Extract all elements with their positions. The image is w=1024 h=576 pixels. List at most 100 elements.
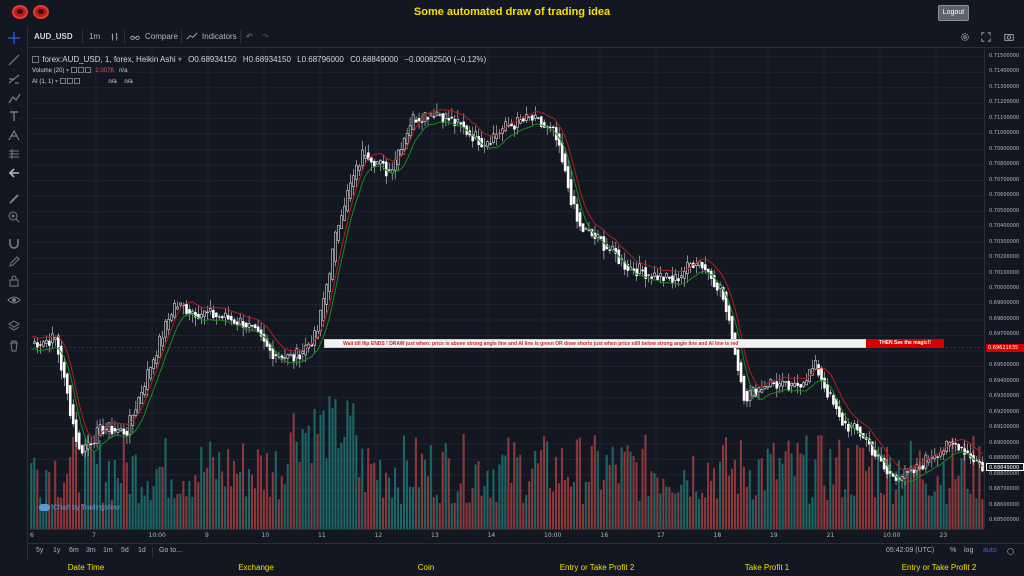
candle-body bbox=[194, 311, 197, 318]
zoom-icon[interactable] bbox=[6, 210, 22, 226]
range-3m[interactable]: 3m bbox=[86, 547, 96, 554]
drawing-toolbar bbox=[0, 26, 28, 560]
close-icon[interactable] bbox=[84, 67, 91, 74]
log-toggle[interactable]: log bbox=[964, 547, 974, 554]
time-axis[interactable]: 6 7 10:00 9 10 11 12 13 14 10:00 16 17 18 19 21 10:00 23 bbox=[30, 529, 984, 543]
range-1m[interactable]: 1m bbox=[103, 547, 113, 554]
logout-button[interactable]: Logout bbox=[938, 5, 969, 21]
volume-bar bbox=[862, 447, 865, 529]
volume-bar bbox=[325, 458, 328, 529]
camera-icon[interactable] bbox=[1004, 26, 1014, 48]
redo-icon[interactable]: ↷ bbox=[262, 32, 269, 41]
candle-body bbox=[847, 423, 850, 432]
lock-icon[interactable] bbox=[6, 274, 22, 290]
volume-bar bbox=[692, 455, 695, 529]
brush-icon[interactable] bbox=[6, 91, 22, 107]
volume-bar bbox=[593, 435, 596, 529]
indicators-button[interactable]: Indicators bbox=[202, 32, 237, 41]
candle-body bbox=[644, 267, 647, 279]
chevron-down-icon[interactable]: ▾ bbox=[177, 55, 182, 64]
magnet-icon[interactable] bbox=[6, 236, 22, 252]
candle-body bbox=[274, 354, 278, 356]
clock[interactable]: 05:42:09 (UTC) bbox=[886, 547, 935, 554]
time-tick-label: 23 bbox=[939, 532, 948, 539]
candle-body bbox=[653, 272, 656, 277]
chart-settings-icon[interactable] bbox=[1006, 547, 1015, 558]
candle-body bbox=[647, 274, 650, 276]
eye-icon[interactable] bbox=[70, 67, 77, 74]
range-6m[interactable]: 6m bbox=[69, 547, 79, 554]
trading-idea-annotation[interactable]: Wait till flip ENDS ! DRAW just when: pr… bbox=[324, 339, 914, 348]
volume-bar bbox=[83, 445, 87, 529]
settings-icon[interactable] bbox=[66, 78, 73, 85]
eye-icon[interactable] bbox=[6, 293, 22, 309]
volume-bar bbox=[680, 484, 683, 529]
volume-bar bbox=[781, 463, 784, 529]
text-tool-icon[interactable] bbox=[6, 109, 22, 125]
candle-body bbox=[253, 324, 257, 329]
collapse-icon[interactable] bbox=[32, 56, 39, 64]
candle-body bbox=[346, 190, 349, 212]
settings-icon[interactable] bbox=[77, 67, 84, 74]
candle-body bbox=[429, 113, 433, 117]
close-icon[interactable] bbox=[73, 78, 80, 85]
candle-body bbox=[232, 319, 236, 324]
indicators-icon[interactable] bbox=[186, 26, 198, 48]
candle-body bbox=[206, 311, 209, 314]
candle-body bbox=[966, 450, 969, 453]
volume-bar bbox=[596, 450, 599, 529]
volume-study-label[interactable]: Volume (20) bbox=[32, 68, 65, 74]
trash-icon[interactable] bbox=[6, 339, 22, 355]
footer-tp1: Take Profit 1 bbox=[744, 563, 790, 572]
volume-bar bbox=[459, 483, 462, 529]
fib-tool-icon[interactable] bbox=[6, 72, 22, 88]
chevron-down-icon[interactable]: ▾ bbox=[66, 68, 70, 74]
settings-icon[interactable] bbox=[960, 26, 970, 48]
price-chart[interactable] bbox=[30, 49, 984, 529]
chart-style-icon[interactable] bbox=[110, 26, 120, 48]
volume-bar bbox=[471, 488, 474, 529]
range-5d[interactable]: 5d bbox=[121, 547, 129, 554]
volume-bar bbox=[805, 435, 808, 529]
volume-bar bbox=[519, 454, 522, 529]
range-5y[interactable]: 5y bbox=[36, 547, 44, 554]
back-arrow-icon[interactable] bbox=[6, 166, 22, 182]
volume-bar bbox=[665, 486, 668, 529]
trend-line-icon[interactable] bbox=[6, 53, 22, 69]
range-1y[interactable]: 1y bbox=[53, 547, 61, 554]
eye-icon[interactable] bbox=[59, 78, 66, 85]
layers-icon[interactable] bbox=[6, 319, 22, 335]
volume-bar bbox=[429, 445, 432, 529]
compare-icon[interactable] bbox=[129, 26, 141, 48]
price-tick-label: 0.71000000 bbox=[989, 130, 1020, 137]
volume-bar bbox=[265, 453, 268, 529]
candle-body bbox=[188, 309, 191, 314]
chevron-down-icon[interactable]: ▾ bbox=[55, 79, 59, 85]
pattern-tool-icon[interactable] bbox=[6, 128, 22, 144]
symbol-search[interactable]: AUD_USD bbox=[34, 32, 73, 41]
auto-toggle[interactable]: auto bbox=[983, 547, 997, 554]
crosshair-icon[interactable] bbox=[6, 31, 22, 47]
volume-bar bbox=[334, 398, 337, 529]
price-tick-label: 0.69200000 bbox=[989, 408, 1020, 415]
toolbar-divider bbox=[124, 30, 125, 44]
pencil-icon[interactable] bbox=[6, 255, 22, 271]
interval-button[interactable]: 1m bbox=[89, 32, 101, 41]
price-axis[interactable]: 0.71500000 0.71400000 0.71300000 0.71200000… bbox=[984, 49, 1024, 529]
chart-plot-area[interactable] bbox=[30, 49, 984, 529]
goto-button[interactable]: Go to... bbox=[159, 547, 182, 554]
volume-bar bbox=[113, 459, 116, 529]
forecast-tool-icon[interactable] bbox=[6, 147, 22, 163]
compare-button[interactable]: Compare bbox=[145, 32, 178, 41]
fullscreen-icon[interactable] bbox=[981, 26, 991, 48]
ruler-icon[interactable] bbox=[6, 192, 22, 208]
ai-study-label[interactable]: AI (1, 1) bbox=[32, 79, 54, 85]
candle-body bbox=[513, 125, 516, 130]
tradingview-watermark[interactable]: Chart by TradingView bbox=[39, 504, 120, 511]
percent-toggle[interactable]: % bbox=[950, 547, 957, 554]
volume-bar bbox=[939, 485, 942, 529]
candle-body bbox=[376, 161, 379, 165]
range-1d[interactable]: 1d bbox=[138, 547, 146, 554]
legend-symbol[interactable]: forex:AUD_USD, 1, forex, Heikin Ashi bbox=[42, 55, 176, 64]
undo-icon[interactable]: ↶ bbox=[246, 32, 253, 41]
